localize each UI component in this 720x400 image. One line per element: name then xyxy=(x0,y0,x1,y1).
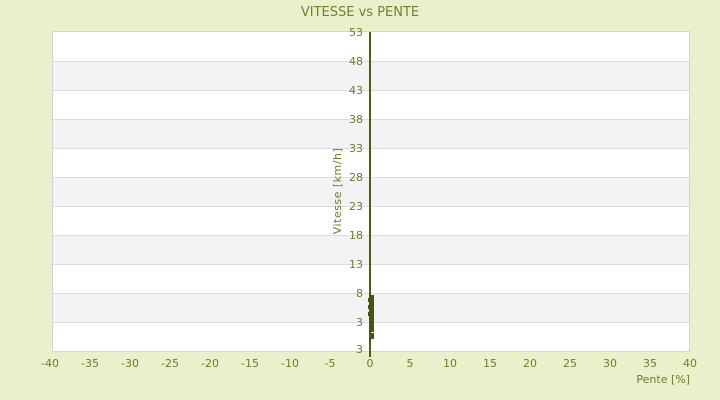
data-point xyxy=(368,328,374,333)
gridline xyxy=(53,206,689,207)
y-axis-title: Vitesse [km/h] xyxy=(331,147,344,235)
gridline xyxy=(53,119,689,120)
gridline xyxy=(53,235,689,236)
grid-band xyxy=(53,264,689,293)
y-tick-label: 33 xyxy=(349,142,363,155)
x-tick-label: -35 xyxy=(81,357,99,370)
x-axis-title: Pente [%] xyxy=(636,373,690,386)
grid-band xyxy=(53,148,689,177)
x-tick-label: -10 xyxy=(281,357,299,370)
y-tick-label: 53 xyxy=(349,26,363,39)
plot-area: 53 48 43 38 33 28 23 18 13 8 3 3 Vitesse [km/h] xyxy=(52,26,690,357)
x-tick-label: 5 xyxy=(406,357,414,370)
y-tick-label: 28 xyxy=(349,171,363,184)
gridline xyxy=(53,264,689,265)
x-tick-label: -25 xyxy=(161,357,179,370)
grid-band xyxy=(53,32,689,61)
y-tick-label: 8 xyxy=(356,287,363,300)
grid-band xyxy=(53,235,689,264)
y-axis-line xyxy=(369,32,371,357)
x-tick-label: 25 xyxy=(563,357,577,370)
x-tick-label: 10 xyxy=(443,357,457,370)
grid-band xyxy=(53,177,689,206)
gridline xyxy=(53,90,689,91)
y-tick-label: 23 xyxy=(349,200,363,213)
x-tick-label: 35 xyxy=(643,357,657,370)
y-tick-label: 18 xyxy=(349,229,363,242)
grid-band xyxy=(53,119,689,148)
grid-band xyxy=(53,90,689,119)
gridline xyxy=(53,61,689,62)
chart-title: VITESSE vs PENTE xyxy=(300,5,420,20)
grid-band xyxy=(53,206,689,235)
x-tick-label: 40 xyxy=(683,357,697,370)
x-tick-label: -20 xyxy=(201,357,219,370)
x-tick-label: -5 xyxy=(324,357,336,370)
y-tick-label: 13 xyxy=(349,258,363,271)
gridline xyxy=(53,177,689,178)
x-tick-label: -15 xyxy=(241,357,259,370)
gridline xyxy=(53,148,689,149)
x-tick-label: -30 xyxy=(121,357,139,370)
gridline xyxy=(53,293,689,294)
x-tick-label: 30 xyxy=(603,357,617,370)
grid-band xyxy=(53,61,689,90)
y-axis-bottom-label: 3 xyxy=(356,343,363,356)
y-tick-label: 48 xyxy=(349,55,363,68)
x-tick-label: 0 xyxy=(366,357,374,370)
y-tick-label: 43 xyxy=(349,84,363,97)
y-tick-label: 3 xyxy=(356,316,363,329)
x-tick-label: 15 xyxy=(483,357,497,370)
x-tick-labels: -40 -35 -30 -25 -20 -15 -10 -5 0 5 10 15 20 25 30 35 40 xyxy=(41,357,697,371)
x-tick-label: 20 xyxy=(523,357,537,370)
x-tick-label: -40 xyxy=(41,357,59,370)
data-point xyxy=(368,334,374,339)
data-point xyxy=(368,321,374,326)
y-tick-label: 38 xyxy=(349,113,363,126)
